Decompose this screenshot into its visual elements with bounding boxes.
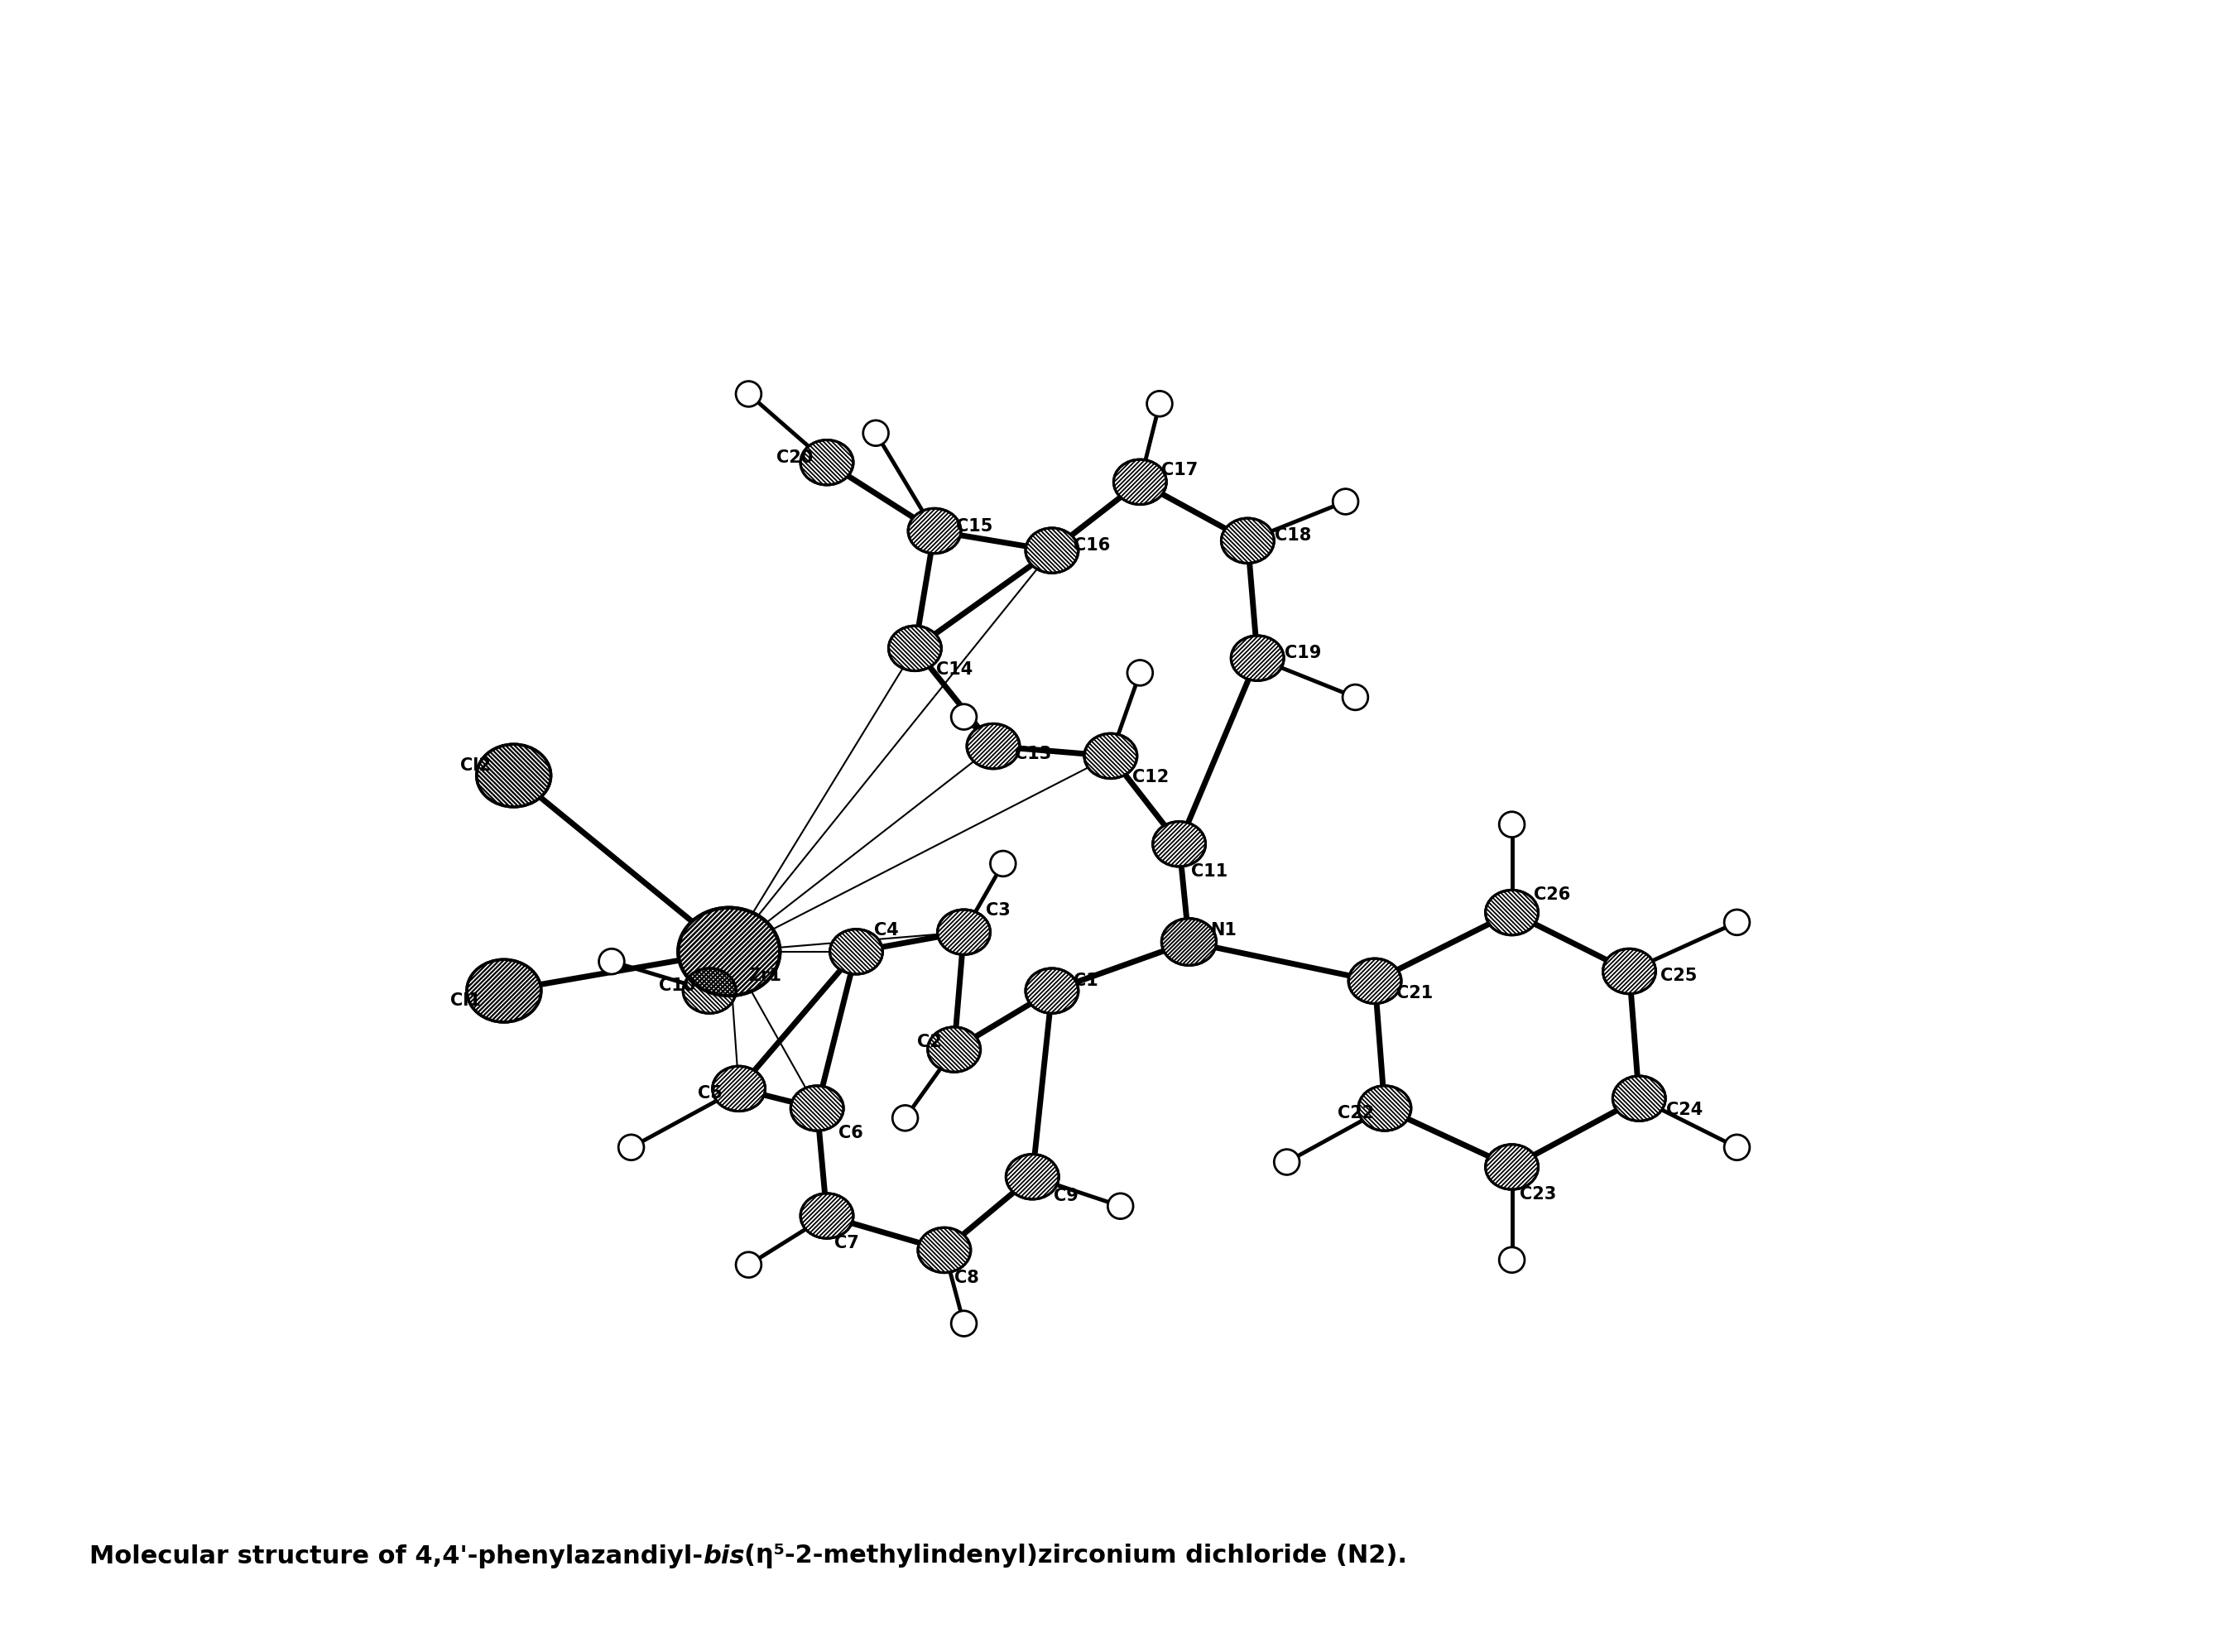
Text: C26: C26 — [1533, 887, 1571, 904]
Text: C14: C14 — [936, 661, 974, 679]
Circle shape — [735, 1252, 762, 1277]
Circle shape — [952, 1310, 976, 1336]
Ellipse shape — [1083, 733, 1137, 778]
Ellipse shape — [791, 1085, 844, 1130]
Ellipse shape — [938, 910, 990, 955]
Circle shape — [1343, 684, 1367, 710]
Circle shape — [599, 948, 623, 975]
Ellipse shape — [1486, 1145, 1539, 1189]
Circle shape — [619, 1135, 643, 1160]
Text: N1: N1 — [1211, 922, 1238, 938]
Ellipse shape — [907, 509, 961, 553]
Circle shape — [1334, 489, 1358, 514]
Ellipse shape — [1153, 821, 1206, 867]
Circle shape — [990, 851, 1016, 876]
Ellipse shape — [829, 928, 882, 975]
Ellipse shape — [476, 745, 552, 806]
Ellipse shape — [467, 960, 541, 1023]
Ellipse shape — [967, 724, 1019, 768]
Text: Molecular structure of 4,4'-phenylazandiyl-: Molecular structure of 4,4'-phenylazandi… — [89, 1545, 704, 1568]
Text: C4: C4 — [873, 922, 898, 938]
Ellipse shape — [1613, 1075, 1667, 1122]
Ellipse shape — [800, 1193, 853, 1239]
Text: (η⁵-2-methylindenyl)zirconium dichloride (N2).: (η⁵-2-methylindenyl)zirconium dichloride… — [744, 1543, 1407, 1569]
Ellipse shape — [1005, 1155, 1059, 1199]
Text: Zr1: Zr1 — [748, 968, 782, 985]
Text: C9: C9 — [1054, 1188, 1079, 1204]
Text: C17: C17 — [1162, 463, 1197, 479]
Text: C16: C16 — [1075, 537, 1110, 553]
Circle shape — [1146, 392, 1173, 416]
Text: C11: C11 — [1191, 862, 1226, 881]
Circle shape — [1108, 1193, 1133, 1219]
Text: C13: C13 — [1014, 745, 1052, 762]
Ellipse shape — [1162, 919, 1215, 965]
Text: Cl1: Cl1 — [449, 993, 480, 1009]
Ellipse shape — [1025, 529, 1079, 573]
Circle shape — [1273, 1150, 1300, 1175]
Ellipse shape — [1349, 958, 1401, 1003]
Ellipse shape — [927, 1028, 981, 1072]
Circle shape — [1128, 661, 1153, 686]
Text: C10: C10 — [659, 978, 695, 995]
Text: C20: C20 — [775, 449, 813, 466]
Ellipse shape — [889, 626, 941, 671]
Circle shape — [735, 382, 762, 406]
Ellipse shape — [713, 1066, 766, 1112]
Text: C6: C6 — [838, 1125, 862, 1142]
Text: C7: C7 — [836, 1236, 860, 1252]
Circle shape — [862, 420, 889, 446]
Ellipse shape — [800, 439, 853, 486]
Text: C3: C3 — [985, 902, 1010, 919]
Ellipse shape — [679, 907, 780, 996]
Circle shape — [891, 1105, 918, 1130]
Ellipse shape — [1025, 968, 1079, 1013]
Circle shape — [1499, 1247, 1524, 1272]
Ellipse shape — [1113, 459, 1166, 504]
Circle shape — [1499, 811, 1524, 838]
Circle shape — [952, 704, 976, 730]
Text: C12: C12 — [1133, 770, 1168, 786]
Text: C21: C21 — [1396, 985, 1432, 1001]
Text: bis: bis — [704, 1545, 744, 1568]
Text: C18: C18 — [1276, 527, 1311, 544]
Ellipse shape — [918, 1227, 972, 1272]
Text: C19: C19 — [1285, 644, 1323, 661]
Text: C25: C25 — [1660, 968, 1698, 985]
Text: C8: C8 — [954, 1269, 978, 1285]
Ellipse shape — [684, 968, 735, 1013]
Text: C15: C15 — [956, 517, 992, 534]
Text: C22: C22 — [1338, 1105, 1374, 1122]
Text: C5: C5 — [697, 1085, 722, 1102]
Ellipse shape — [1231, 636, 1285, 681]
Ellipse shape — [1486, 890, 1539, 935]
Circle shape — [1725, 1135, 1749, 1160]
Text: C2: C2 — [916, 1034, 941, 1051]
Ellipse shape — [1222, 519, 1273, 563]
Text: C23: C23 — [1519, 1186, 1557, 1203]
Ellipse shape — [1358, 1085, 1412, 1130]
Text: C1: C1 — [1075, 973, 1099, 990]
Text: C24: C24 — [1667, 1102, 1702, 1118]
Text: Cl2: Cl2 — [460, 758, 491, 775]
Ellipse shape — [1602, 948, 1655, 995]
Circle shape — [1725, 910, 1749, 935]
